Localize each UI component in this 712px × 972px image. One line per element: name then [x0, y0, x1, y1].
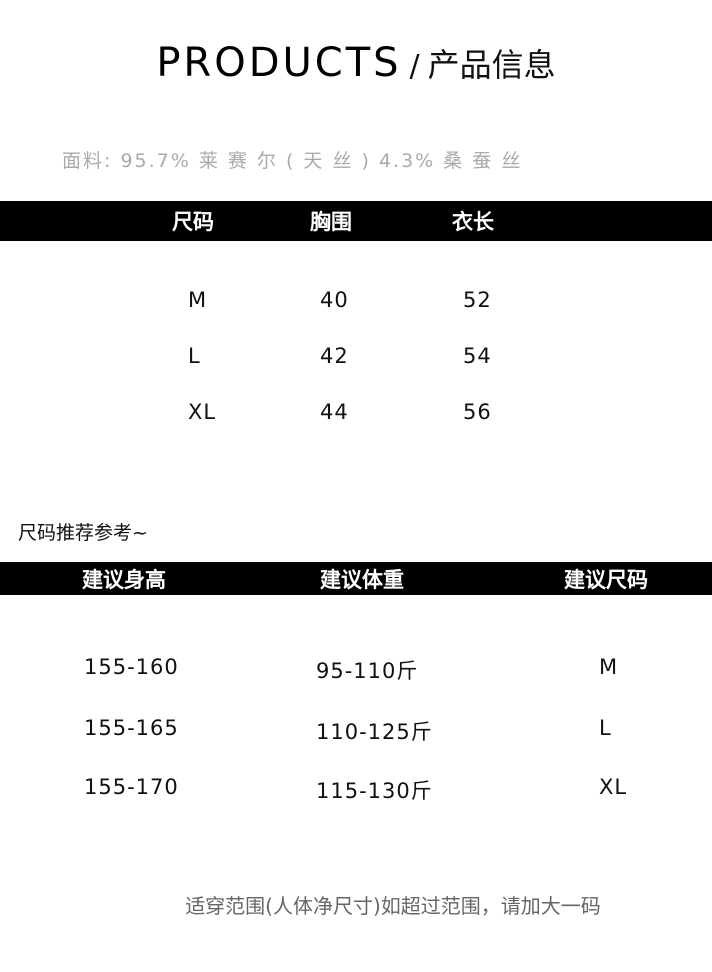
recommend-label: 尺码推荐参考~	[18, 522, 148, 544]
header-chest: 胸围	[310, 210, 352, 234]
header-size: 尺码	[172, 210, 214, 234]
table-cell: 115-130斤	[316, 779, 433, 803]
table-cell: 110-125斤	[316, 720, 433, 744]
table-cell: M	[188, 288, 208, 312]
fit-note: 适穿范围(人体净尺寸)如超过范围，请加大一码	[185, 894, 601, 918]
table-cell: 155-160	[84, 655, 179, 679]
table-cell: 42	[320, 344, 349, 368]
table-cell: L	[599, 716, 612, 740]
header-rec-size: 建议尺码	[564, 567, 648, 592]
table-cell: XL	[599, 775, 628, 799]
table-cell: 44	[320, 400, 349, 424]
header-height: 建议身高	[82, 567, 166, 592]
header-length: 衣长	[452, 210, 494, 234]
fabric-composition: 面料: 95.7% 莱 赛 尔 ( 天 丝 ) 4.3% 桑 蚕 丝	[62, 150, 523, 172]
table-cell: 40	[320, 288, 349, 312]
size-table-header: 尺码 胸围 衣长	[0, 201, 712, 241]
table-cell: 56	[463, 400, 492, 424]
table-cell: M	[599, 655, 619, 679]
table-cell: 52	[463, 288, 492, 312]
recommend-table-header: 建议身高 建议体重 建议尺码	[0, 562, 712, 595]
table-cell: 95-110斤	[316, 659, 419, 683]
title-en: PRODUCTS	[156, 40, 402, 86]
page-title: PRODUCTS / 产品信息	[0, 40, 712, 86]
table-cell: 155-165	[84, 716, 179, 740]
table-cell: XL	[188, 400, 217, 424]
title-separator: /	[409, 49, 420, 84]
table-cell: L	[188, 344, 201, 368]
title-cn: 产品信息	[427, 46, 556, 84]
header-weight: 建议体重	[320, 567, 404, 592]
table-cell: 155-170	[84, 775, 179, 799]
table-cell: 54	[463, 344, 492, 368]
